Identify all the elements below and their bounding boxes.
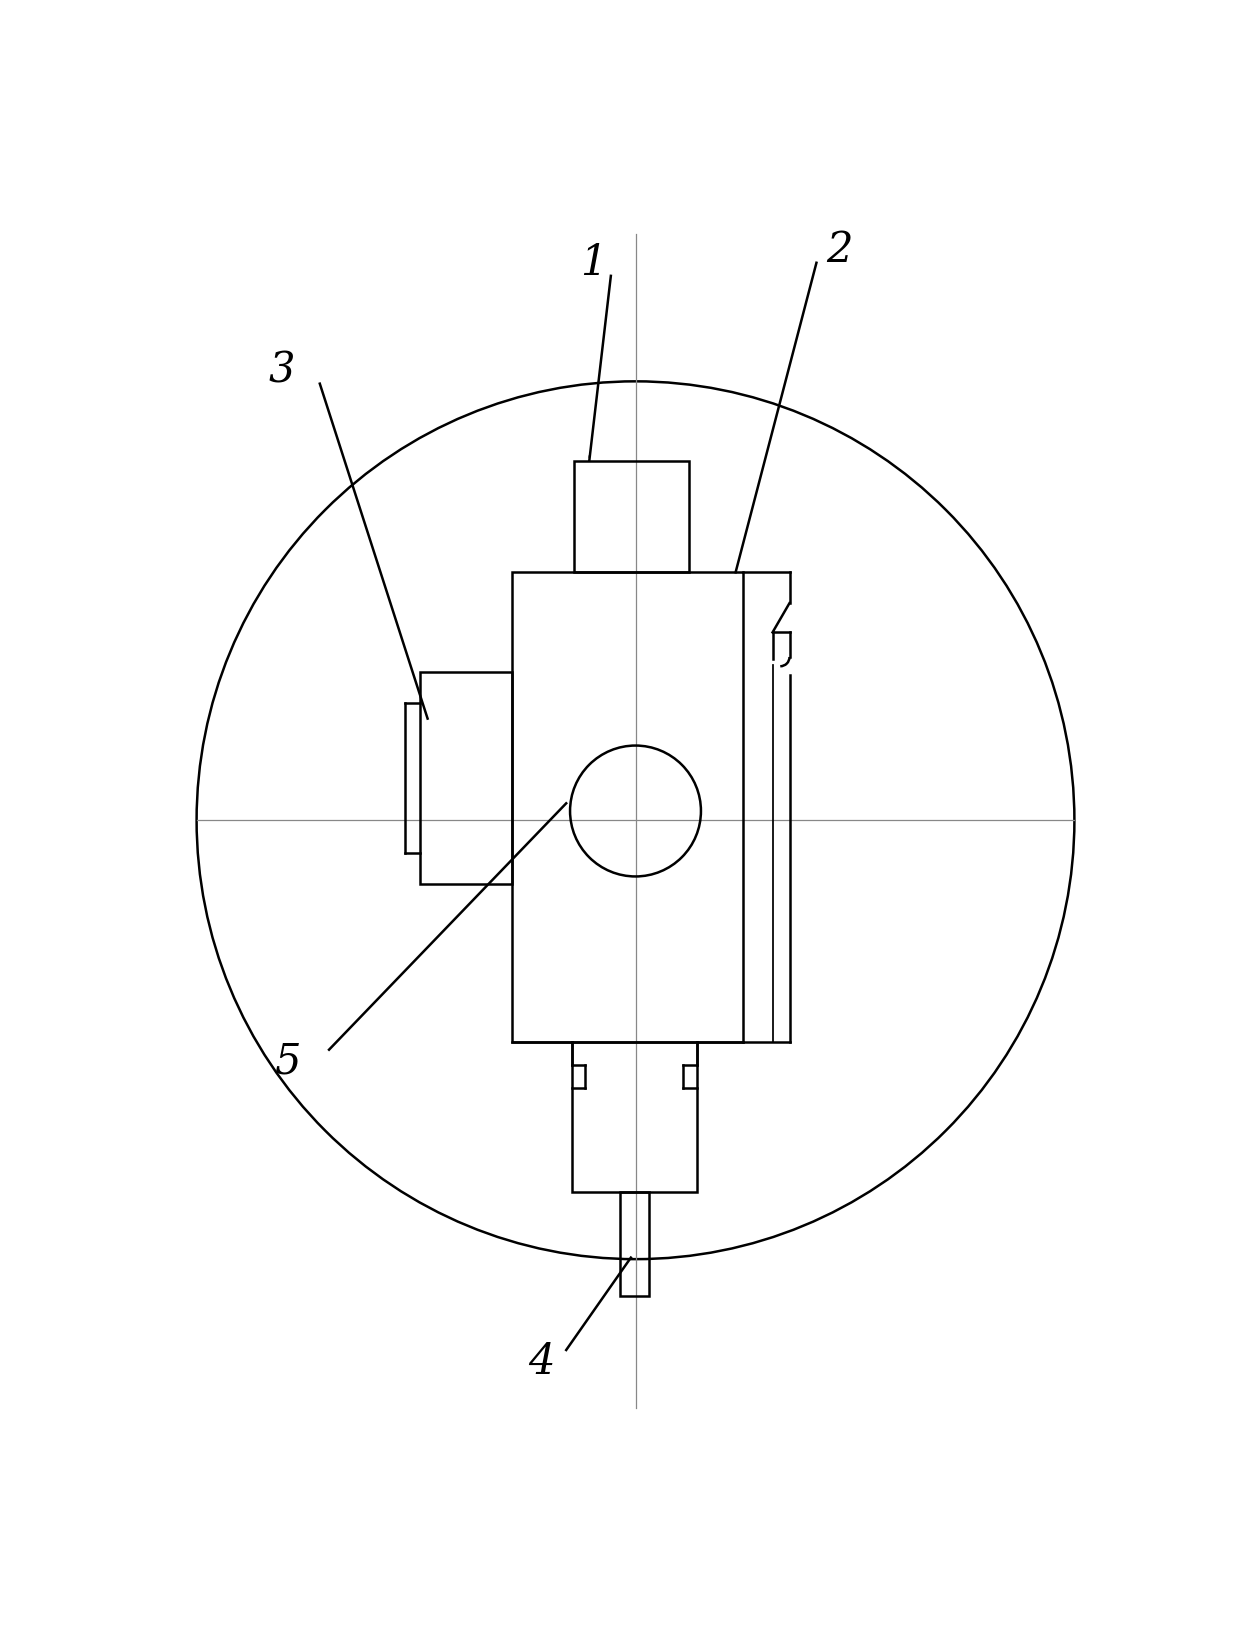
Text: 3: 3 <box>269 349 295 392</box>
Bar <box>620 1193 650 1297</box>
Bar <box>512 572 743 1042</box>
Text: 1: 1 <box>580 242 606 284</box>
Bar <box>420 673 512 884</box>
Bar <box>572 1042 697 1193</box>
Text: 4: 4 <box>528 1341 554 1383</box>
Text: 5: 5 <box>274 1040 300 1082</box>
Bar <box>574 460 689 572</box>
Text: 2: 2 <box>826 229 853 271</box>
